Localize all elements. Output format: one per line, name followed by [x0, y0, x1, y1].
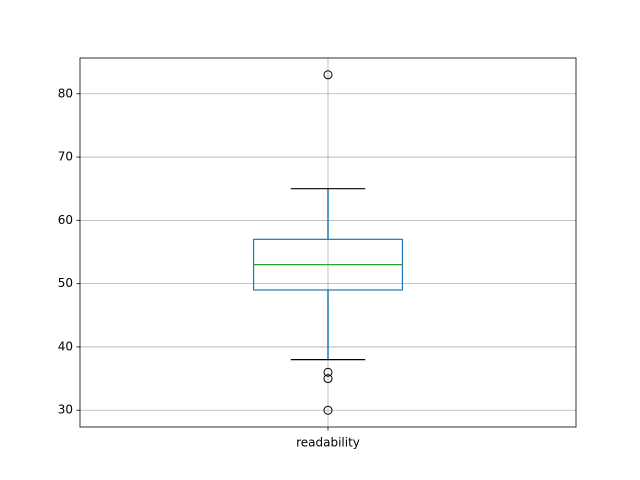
plot-frame	[79, 57, 577, 428]
flier	[323, 367, 333, 377]
x-tick-label: readability	[296, 436, 360, 450]
flier	[323, 405, 333, 415]
y-tick-label: 70	[58, 150, 73, 164]
y-tick-label: 50	[58, 276, 73, 290]
y-tick-label: 80	[58, 86, 73, 100]
y-tick-label: 30	[58, 403, 73, 417]
flier	[323, 374, 333, 384]
y-tick-label: 40	[58, 339, 73, 353]
flier	[323, 70, 333, 80]
y-tick-label: 60	[58, 213, 73, 227]
